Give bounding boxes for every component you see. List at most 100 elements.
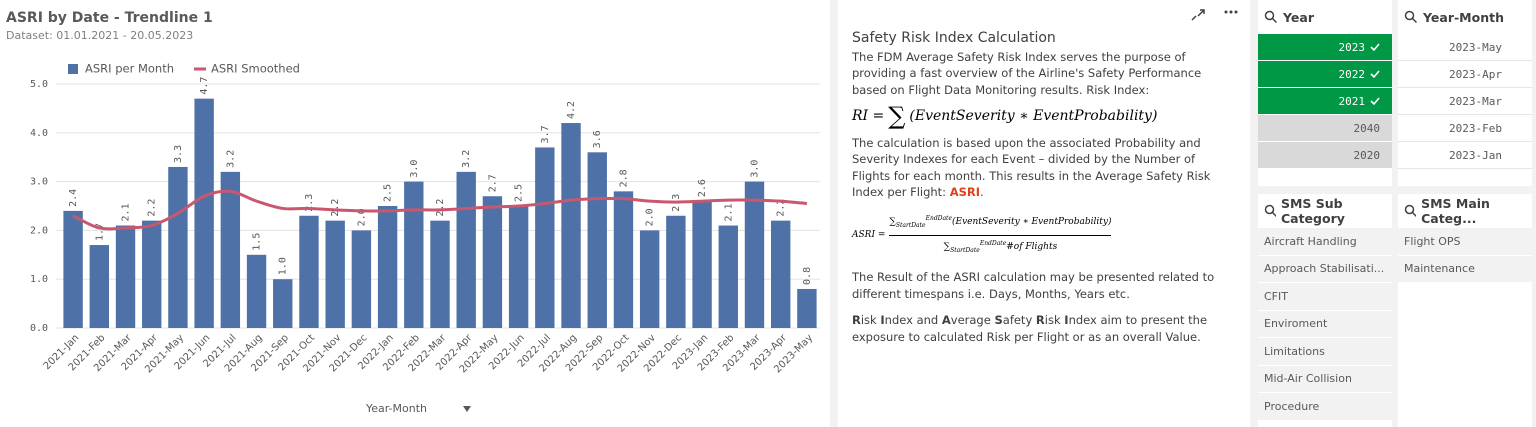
filter-item-label: Aircraft Handling [1264,234,1357,248]
text-run: I [880,313,885,328]
filter-header[interactable]: SMS Sub Category [1258,194,1392,228]
filter-item[interactable]: 2023-Feb [1398,115,1532,142]
y-tick-label: 0.0 [30,323,48,334]
value-label: 2.7 [487,174,498,192]
chart: ASRI by Date - Trendline 1 Dataset: 01.0… [6,10,820,415]
bar [482,196,503,328]
filter-item[interactable]: 2023-Mar [1398,88,1532,115]
bar [325,220,345,328]
filter-item[interactable]: 2023-Jan [1398,142,1532,169]
bar [168,166,188,328]
filter-item-label: 2040 [1353,121,1381,135]
search-icon [1404,204,1417,218]
filter-item-label: Approach Stabilisati... [1264,262,1385,276]
value-label: 1.5 [252,233,263,251]
filter-item[interactable]: CFIT [1258,283,1392,311]
bar [535,147,555,328]
bar [404,181,424,328]
check-icon [1370,97,1380,106]
filter-header[interactable]: SMS Main Categ... [1398,194,1532,228]
bar [194,98,214,328]
filter-item-label: 2023-Apr [1449,67,1502,81]
value-label: 2.0 [645,208,656,226]
filter-item-label: 2021 [1338,94,1366,108]
text-run: ndex aim to present the exposure to calc… [852,313,1208,344]
bar [246,254,267,328]
filter-item[interactable]: 2023-May [1398,34,1532,61]
filter-item-label: 2023-Feb [1449,121,1502,135]
filter-item-label: Maintenance [1404,262,1475,276]
formula-text: StartDate [950,246,980,254]
formula-text: StartDate [895,221,926,229]
filter-pane: Year 2023 2022 2021 2040 2020 [1258,0,1392,186]
filter-item[interactable]: Maintenance [1398,255,1532,283]
filter-item[interactable]: 2023 [1258,34,1392,61]
text-run: isk [1044,313,1065,328]
y-tick-label: 2.0 [30,225,48,236]
value-label: 2.8 [618,169,629,187]
formula: ASRI = ∑StartDateEndDate(EventSeverity ∗… [852,211,1236,260]
filter-header[interactable]: Year-Month [1398,0,1532,34]
bar [273,279,293,328]
value-label: 3.2 [461,150,472,168]
bar [561,123,581,328]
filter-item-label: Limitations [1264,344,1325,358]
bar [351,230,372,328]
value-label: 2.3 [304,194,315,212]
paragraph: The calculation is based upon the associ… [852,135,1236,201]
value-label: 2.2 [330,199,341,217]
y-tick-label: 4.0 [30,128,48,139]
formula-text: EndDate [925,214,953,222]
value-label: 2.6 [697,179,708,197]
bar [797,288,817,328]
value-label: 4.7 [199,77,210,95]
text-run: I [1064,313,1069,328]
search-icon [1264,10,1278,24]
filter-item-label: Flight OPS [1404,234,1461,248]
filter-header[interactable]: Year [1258,0,1392,34]
value-label: 2.0 [356,208,367,226]
filter-item-label: 2022 [1338,67,1366,81]
filter-item[interactable]: 2020 [1258,142,1392,169]
x-axis-title[interactable]: Year-Month [365,402,427,415]
value-label: 3.6 [592,130,603,148]
filter-item[interactable]: Procedure [1258,393,1392,421]
filter-title: Year [1283,9,1314,25]
text-run: R [1035,313,1045,328]
filter-item[interactable]: Enviroment [1258,310,1392,338]
value-label: 3.7 [540,125,551,143]
value-label: 3.0 [749,160,760,178]
legend-swatch [68,64,78,74]
paragraph: The FDM Average Safety Risk Index serves… [852,49,1202,97]
text-run: R [852,313,861,328]
filter-pane: SMS Main Categ... Flight OPS Maintenance [1398,194,1532,427]
bar [613,191,634,328]
filter-item[interactable]: Flight OPS [1398,228,1532,256]
check-icon [1370,43,1380,52]
legend-label: ASRI Smoothed [211,62,300,76]
text-run: ASRI [949,185,981,199]
filter-item[interactable]: Aircraft Handling [1258,228,1392,256]
bar [63,210,83,328]
filter-item[interactable]: 2023-Apr [1398,61,1532,88]
filter-item[interactable]: Approach Stabilisati... [1258,255,1392,283]
filter-item[interactable]: 2040 [1258,115,1392,142]
filter-item[interactable]: 2022 [1258,61,1392,88]
paragraph: The Result of the ASRI calculation may b… [852,270,1215,301]
text-run: isk [860,313,881,328]
formula-text: RI = [852,108,885,124]
bar [692,201,712,328]
bar [666,215,686,328]
formula-text: (EventSeverity ∗ EventProbability) [952,216,1112,227]
toolbar-icons[interactable] [1190,4,1250,22]
formula-text: ∑ [889,216,896,227]
filter-item[interactable]: Limitations [1258,338,1392,366]
filter-item[interactable]: 2021 [1258,88,1392,115]
text-run: A [941,313,951,328]
bar [299,215,319,328]
filter-item[interactable]: Mid-Air Collision [1258,365,1392,393]
dropdown-icon[interactable] [463,406,471,412]
search-icon [1404,10,1418,24]
formula-text: EndDate [979,239,1007,247]
